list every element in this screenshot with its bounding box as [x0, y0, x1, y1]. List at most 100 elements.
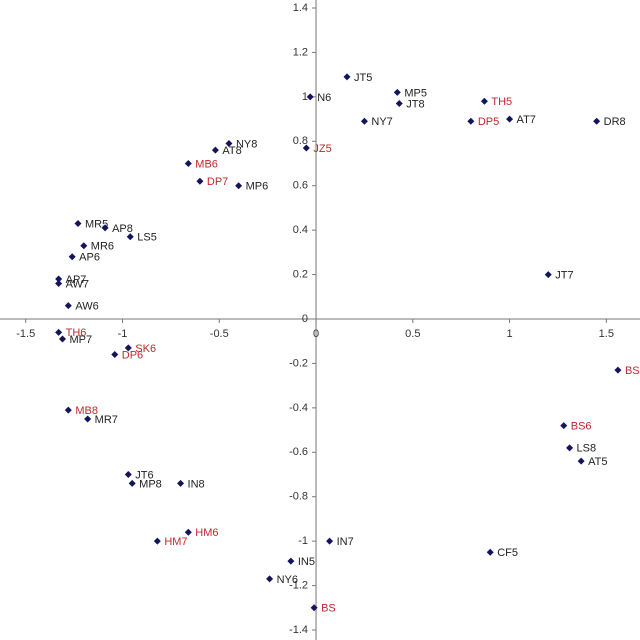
point-label: DR8 — [604, 116, 626, 128]
point — [395, 100, 403, 108]
point-label: CF5 — [497, 547, 518, 559]
y-tick-label: -0.4 — [289, 402, 308, 414]
point — [343, 73, 351, 81]
point-label: AT7 — [517, 114, 536, 126]
y-tick-label: 0.4 — [293, 224, 308, 236]
point — [68, 253, 76, 261]
point-label: JZ5 — [313, 143, 331, 155]
point-label: BS — [321, 603, 336, 615]
x-tick-label: 1.5 — [599, 328, 614, 340]
point — [128, 479, 136, 487]
point — [124, 471, 132, 478]
y-tick-label: -0.8 — [289, 491, 308, 503]
point-label: MR6 — [91, 241, 114, 253]
point — [126, 233, 134, 241]
point-label: IN8 — [188, 478, 205, 490]
y-tick-label: -0.2 — [289, 357, 308, 369]
point-label: AP7 — [66, 274, 87, 286]
point — [64, 302, 72, 310]
point — [480, 97, 488, 105]
point — [593, 117, 601, 125]
point — [306, 93, 314, 101]
point — [360, 117, 368, 125]
point — [111, 351, 119, 359]
y-tick-label: 1 — [302, 91, 308, 103]
point-label: MB6 — [195, 158, 218, 170]
point-label: HM7 — [164, 536, 187, 548]
point — [64, 406, 72, 414]
point-label: MP8 — [139, 478, 162, 490]
point-label: AP8 — [112, 223, 133, 235]
point-label: MP7 — [70, 334, 93, 346]
y-tick-label: 0.8 — [293, 135, 308, 147]
point — [177, 479, 185, 487]
point-label: LS5 — [137, 232, 157, 244]
point-label: SK6 — [135, 343, 156, 355]
x-tick-label: -1.5 — [16, 328, 35, 340]
point-label: AT5 — [588, 456, 607, 468]
point-label: LS8 — [577, 443, 597, 455]
y-tick-label: 1.2 — [293, 46, 308, 58]
point — [614, 366, 622, 374]
point-label: NY6 — [277, 574, 298, 586]
point — [74, 219, 82, 227]
point — [560, 422, 568, 430]
y-tick-label: 0.6 — [293, 180, 308, 192]
point-label: DP7 — [207, 176, 228, 188]
point — [101, 224, 109, 232]
point — [184, 160, 192, 167]
point-label: BS5 — [625, 365, 640, 377]
point-label: N6 — [317, 92, 331, 104]
point-label: AT8 — [222, 145, 241, 157]
point — [211, 146, 219, 154]
point — [467, 117, 475, 125]
point-label: JT6 — [135, 469, 153, 481]
point — [84, 415, 92, 423]
y-tick-label: -0.6 — [289, 446, 308, 458]
point — [235, 182, 243, 190]
x-tick-label: -0.5 — [210, 328, 229, 340]
x-tick-label: 0 — [313, 328, 319, 340]
x-tick-label: 0.5 — [405, 328, 420, 340]
point-label: AP6 — [79, 252, 100, 264]
point — [486, 548, 494, 556]
point-label: JT8 — [406, 98, 424, 110]
point — [55, 328, 63, 336]
point — [59, 335, 67, 343]
point — [153, 537, 161, 545]
point — [196, 177, 204, 185]
point — [55, 279, 63, 287]
point-label: DP5 — [478, 116, 499, 128]
point — [544, 271, 552, 279]
point-label: BS6 — [571, 421, 592, 433]
point — [124, 344, 132, 352]
point-label: TH5 — [491, 96, 512, 108]
point-label: NY7 — [371, 116, 392, 128]
y-tick-label: 0.2 — [293, 268, 308, 280]
point-label: MP6 — [246, 181, 269, 193]
point-label: MP5 — [404, 87, 427, 99]
y-tick-label: -1.2 — [289, 579, 308, 591]
x-tick-label: -1 — [118, 328, 128, 340]
point-label: JT7 — [555, 269, 573, 281]
point — [184, 528, 192, 536]
point-label: IN5 — [298, 556, 315, 568]
point — [326, 537, 334, 545]
point — [287, 557, 295, 565]
y-tick-label: -1.4 — [289, 624, 308, 636]
point-label: MR7 — [95, 414, 118, 426]
point — [310, 604, 318, 612]
point — [55, 275, 63, 283]
x-tick-label: 1 — [506, 328, 512, 340]
point-label: AW6 — [75, 301, 98, 313]
point — [566, 444, 574, 452]
point-label: NY8 — [236, 138, 257, 150]
point-label: TH6 — [66, 327, 87, 339]
y-tick-label: 0 — [302, 313, 308, 325]
point — [80, 242, 88, 250]
point — [393, 88, 401, 96]
point — [302, 144, 310, 152]
point-label: IN7 — [337, 536, 354, 548]
point — [506, 115, 514, 123]
